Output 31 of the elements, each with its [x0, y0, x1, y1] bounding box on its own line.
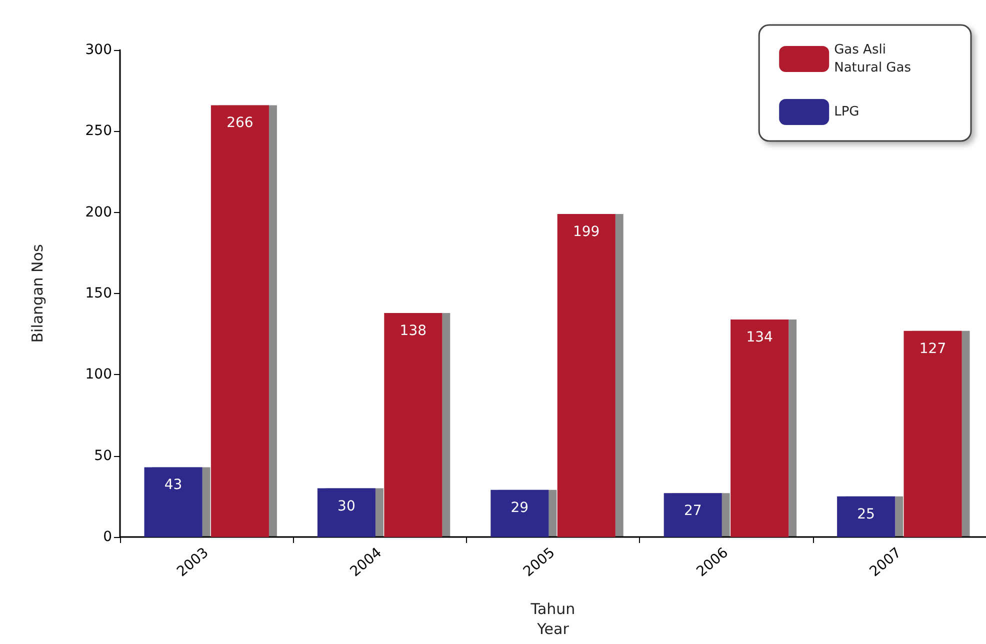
- data-label: 134: [746, 329, 773, 346]
- bar: [904, 330, 962, 537]
- legend-label: LPG: [834, 104, 860, 120]
- y-tick-label: 50: [94, 448, 112, 464]
- data-label: 27: [684, 503, 702, 520]
- bar: [837, 496, 896, 537]
- data-label: 199: [572, 224, 600, 240]
- data-label: 29: [510, 500, 529, 516]
- y-tick-label: 150: [85, 286, 112, 302]
- data-label: 266: [226, 115, 254, 132]
- bar: [210, 105, 269, 537]
- bar: [384, 312, 442, 537]
- data-label: 30: [338, 498, 356, 514]
- data-label: 127: [919, 340, 946, 357]
- bar: [144, 467, 202, 537]
- bar: [730, 319, 789, 537]
- data-label: 43: [164, 477, 182, 494]
- bar: [557, 214, 616, 537]
- data-label: 25: [857, 506, 875, 522]
- bar: [490, 490, 549, 537]
- y-tick-label: 300: [85, 42, 112, 58]
- y-tick-label: 0: [103, 529, 112, 545]
- bar: [664, 493, 722, 537]
- y-axis-title: Bilangan Nos: [28, 244, 46, 343]
- x-axis-title: Tahun Year: [530, 600, 576, 638]
- bar: [317, 488, 376, 537]
- y-tick-label: 200: [85, 204, 112, 220]
- y-tick-label: 250: [85, 123, 112, 140]
- data-label: 138: [400, 322, 427, 339]
- y-tick-label: 100: [85, 366, 112, 383]
- legend-label: Gas Asli Natural Gas: [834, 42, 912, 76]
